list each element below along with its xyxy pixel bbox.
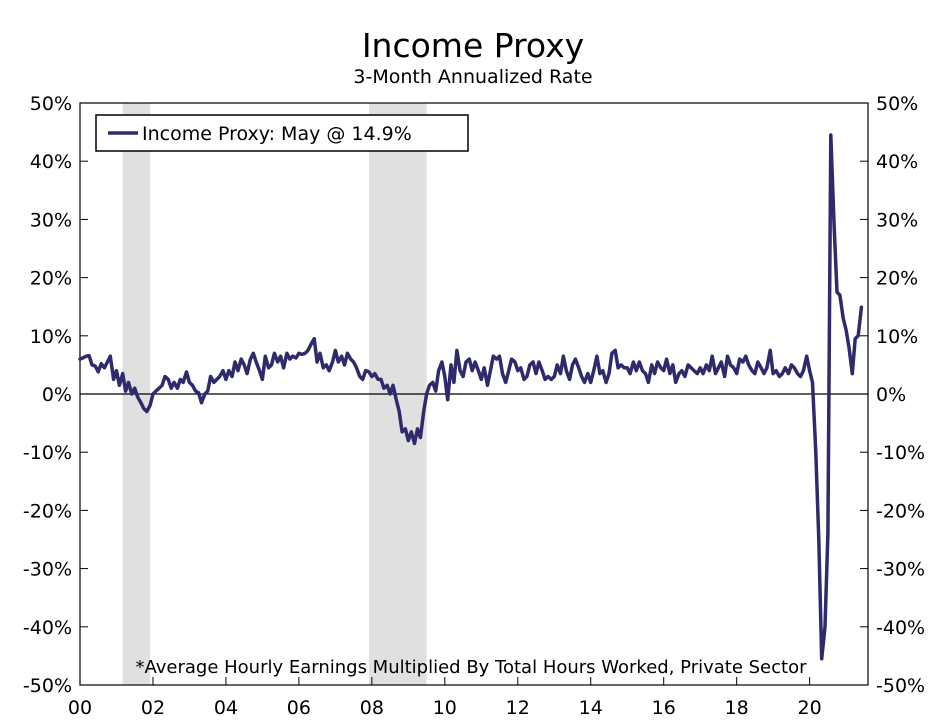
- series-layer: [78, 133, 864, 661]
- x-tick-label: 02: [141, 697, 165, 719]
- x-tick-label: 18: [725, 697, 749, 719]
- y-tick-label-left: 40%: [30, 151, 72, 173]
- y-tick-label-right: 0%: [876, 384, 906, 406]
- y-tick-label-right: 30%: [876, 209, 918, 231]
- axes: 50% 40% 30% 20% 10% 0% -10% -20% -30% -40% -50% 50%…: [23, 93, 925, 719]
- y-tick-label-left: -50%: [23, 675, 72, 697]
- y-tick-label-right: 50%: [876, 93, 918, 115]
- y-tick-label-left: 50%: [30, 93, 72, 115]
- x-tick-label: 12: [506, 697, 530, 719]
- chart-title: Income Proxy: [362, 26, 584, 65]
- x-tick-label: 04: [214, 697, 238, 719]
- legend: Income Proxy: May @ 14.9%: [95, 114, 469, 152]
- y-tick-label-right: -10%: [876, 442, 925, 464]
- x-tick-label: 20: [798, 697, 822, 719]
- y-tick-label-left: -10%: [23, 442, 72, 464]
- chart-subtitle: 3-Month Annualized Rate: [353, 66, 592, 88]
- y-tick-label-right: 20%: [876, 268, 918, 290]
- y-tick-label-left: 30%: [30, 209, 72, 231]
- x-tick-label: 16: [652, 697, 676, 719]
- x-tick-label: 08: [360, 697, 384, 719]
- y-tick-label-left: -40%: [23, 617, 72, 639]
- y-tick-label-right: -30%: [876, 559, 925, 581]
- legend-box: [95, 114, 469, 152]
- y-tick-label-left: 20%: [30, 268, 72, 290]
- y-tick-label-left: -20%: [23, 500, 72, 522]
- y-tick-label-right: 40%: [876, 151, 918, 173]
- y-tick-label-right: -20%: [876, 500, 925, 522]
- y-tick-label-left: 0%: [42, 384, 72, 406]
- series-line-income-proxy: [78, 133, 864, 661]
- y-tick-label-right: -40%: [876, 617, 925, 639]
- x-tick-label: 00: [68, 697, 92, 719]
- y-tick-label-right: -50%: [876, 675, 925, 697]
- y-tick-label-right: 10%: [876, 326, 918, 348]
- legend-label: Income Proxy: May @ 14.9%: [142, 123, 412, 145]
- x-tick-label: 06: [287, 697, 311, 719]
- footnote: *Average Hourly Earnings Multiplied By T…: [135, 657, 807, 678]
- y-tick-label-left: 10%: [30, 326, 72, 348]
- y-tick-label-left: -30%: [23, 559, 72, 581]
- x-tick-label: 14: [579, 697, 603, 719]
- x-tick-label: 10: [433, 697, 457, 719]
